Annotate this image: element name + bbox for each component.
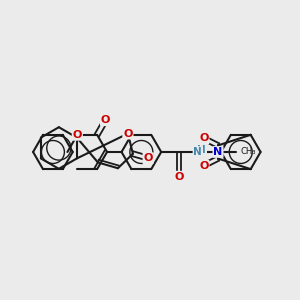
Text: O: O	[199, 160, 208, 171]
Text: CH₃: CH₃	[241, 148, 256, 157]
Text: O: O	[123, 129, 133, 139]
Text: O: O	[73, 130, 82, 140]
Text: N: N	[194, 147, 202, 157]
Text: N: N	[213, 147, 223, 157]
Text: O: O	[199, 133, 208, 143]
Text: H: H	[197, 145, 206, 155]
Text: O: O	[101, 115, 110, 125]
Text: O: O	[174, 172, 184, 182]
Text: O: O	[143, 153, 153, 163]
